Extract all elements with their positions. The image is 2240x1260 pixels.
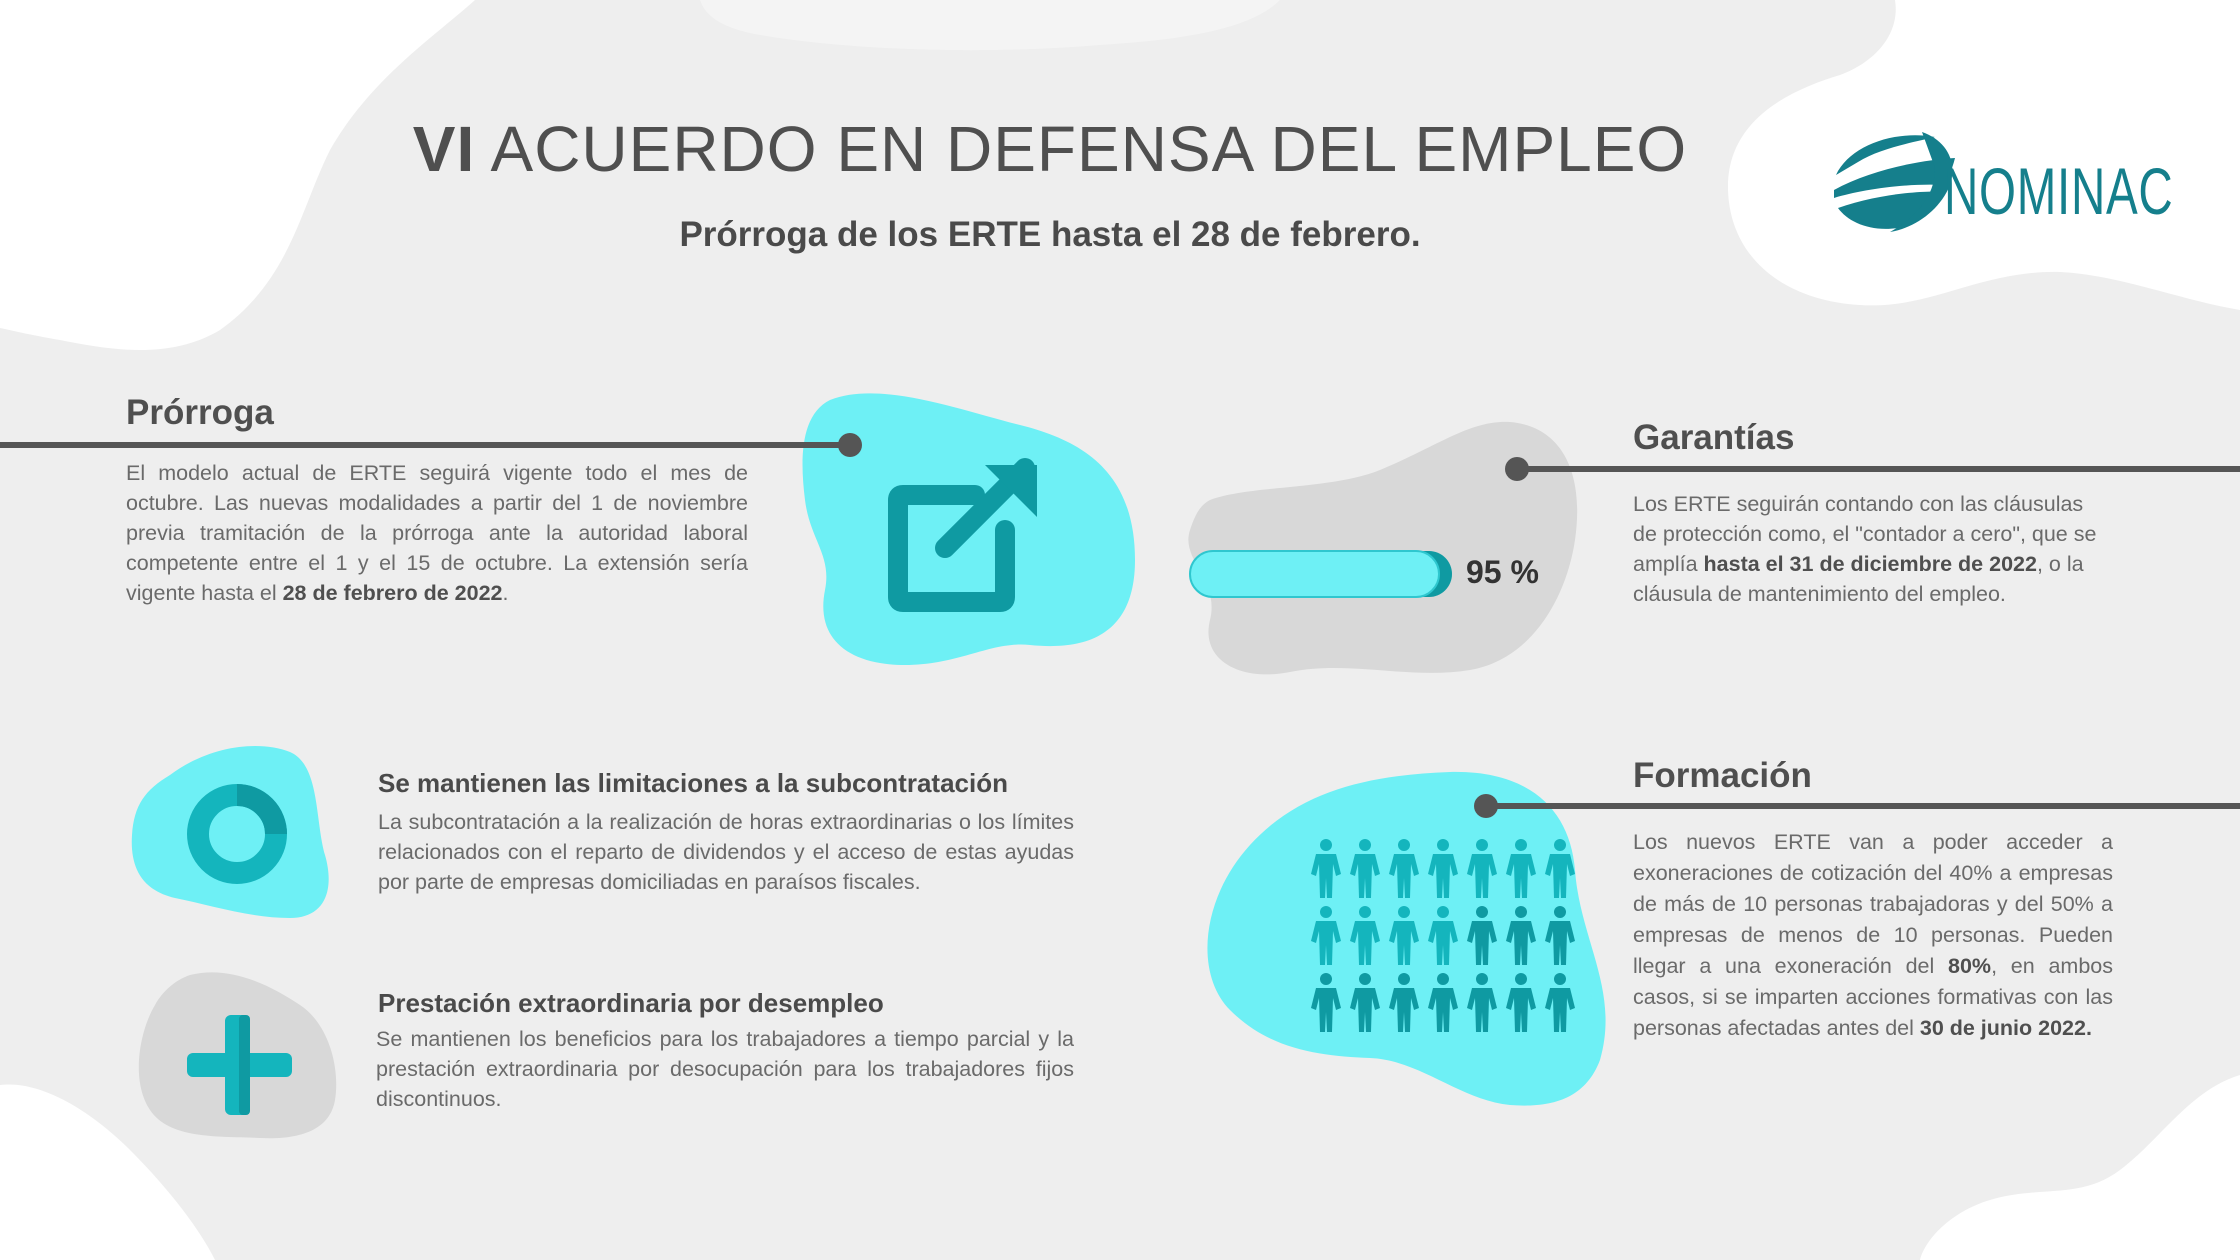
formacion-text-2: , en ambos casos, si se imparten accione… [1633,954,2113,1040]
garantias-text-1: Los ERTE seguirán contando con las cláus… [1633,492,2097,576]
page-title: VI ACUERDO EN DEFENSA DEL EMPLEO [0,112,2100,186]
page-title-rest: ACUERDO EN DEFENSA DEL EMPLEO [490,113,1688,185]
person-icon [1428,839,1458,898]
person-icon [1389,906,1419,965]
person-icon [1506,906,1536,965]
white-blob-bottom-left [0,1084,215,1260]
person-icon [1311,906,1341,965]
person-icon [1506,839,1536,898]
garantias-text: Los ERTE seguirán contando con las cláus… [1633,489,2103,609]
white-blob-top-center [700,0,1280,51]
person-icon [1350,906,1380,965]
person-icon [1545,973,1575,1032]
formacion-text-1: Los nuevos ERTE van a poder acceder a ex… [1633,830,2113,978]
prorroga-text-main: El modelo actual de ERTE seguirá vigente… [126,461,748,605]
formacion-connector-dot [1474,794,1498,818]
white-blob-top-right [1727,0,2240,310]
ring-icon [187,784,287,884]
white-blob-top-left [0,0,475,350]
prorroga-heading: Prórroga [126,393,274,432]
garantias-heading: Garantías [1633,418,1795,457]
subtitle-part-1: Prórroga de los [679,215,948,254]
people-grid-icon [1311,839,1575,1032]
person-icon [1467,973,1497,1032]
white-blob-bottom-right [1920,1075,2240,1260]
formacion-text-bold-2: 30 de junio 2022. [1919,1016,2092,1040]
person-icon [1428,973,1458,1032]
subcontratacion-text: La subcontratación a la realización de h… [378,810,1074,894]
person-icon [1389,839,1419,898]
garantias-grey-blob [1188,421,1578,675]
person-icon [1545,839,1575,898]
plus-icon [187,1015,292,1115]
nominac-logo-mark [1834,132,1955,232]
progress-percent-label: 95 % [1466,554,1539,590]
prestacion-heading: Prestación extraordinaria por desempleo [378,988,884,1018]
external-link-icon [888,458,1037,612]
subtitle-part-2: hasta el 28 de febrero. [1041,215,1421,254]
person-icon [1311,839,1341,898]
logo-text: NOMINAC [1944,154,2174,228]
page-title-bold: VI [412,113,476,185]
person-icon [1350,839,1380,898]
subcontratacion-heading: Se mantienen las limitaciones a la subco… [378,768,1008,798]
formacion-text-bold-1: 80% [1948,954,1992,978]
person-icon [1467,906,1497,965]
nominac-logo: NOMINAC [1830,125,2173,245]
person-icon [1506,973,1536,1032]
person-icon [1428,906,1458,965]
formacion-text: Los nuevos ERTE van a poder acceder a ex… [1633,827,2113,1044]
person-icon [1311,973,1341,1032]
subtitle-bold: ERTE [947,215,1042,254]
prestacion-text: Se mantienen los beneficios para los tra… [376,1027,1074,1111]
garantias-text-bold: hasta el 31 de diciembre de 2022 [1703,552,2037,576]
prorroga-text: El modelo actual de ERTE seguirá vigente… [126,458,748,608]
page-subtitle: Prórroga de los ERTE hasta el 28 de febr… [0,215,2100,255]
progress-bar [1189,550,1452,598]
prorroga-text-end: . [502,581,509,605]
garantias-text-2: , o la cláusula de mantenimiento del emp… [1633,552,2084,606]
person-icon [1467,839,1497,898]
person-icon [1545,906,1575,965]
prorroga-connector-dot [838,433,862,457]
prorroga-text-bold: 28 de febrero de 2022 [282,581,503,605]
progress-fill [1189,550,1440,598]
formacion-heading: Formación [1633,756,1812,795]
garantias-connector-dot [1505,457,1529,481]
person-icon [1350,973,1380,1032]
person-icon [1389,973,1419,1032]
subcontratacion-cyan-blob [131,745,329,918]
